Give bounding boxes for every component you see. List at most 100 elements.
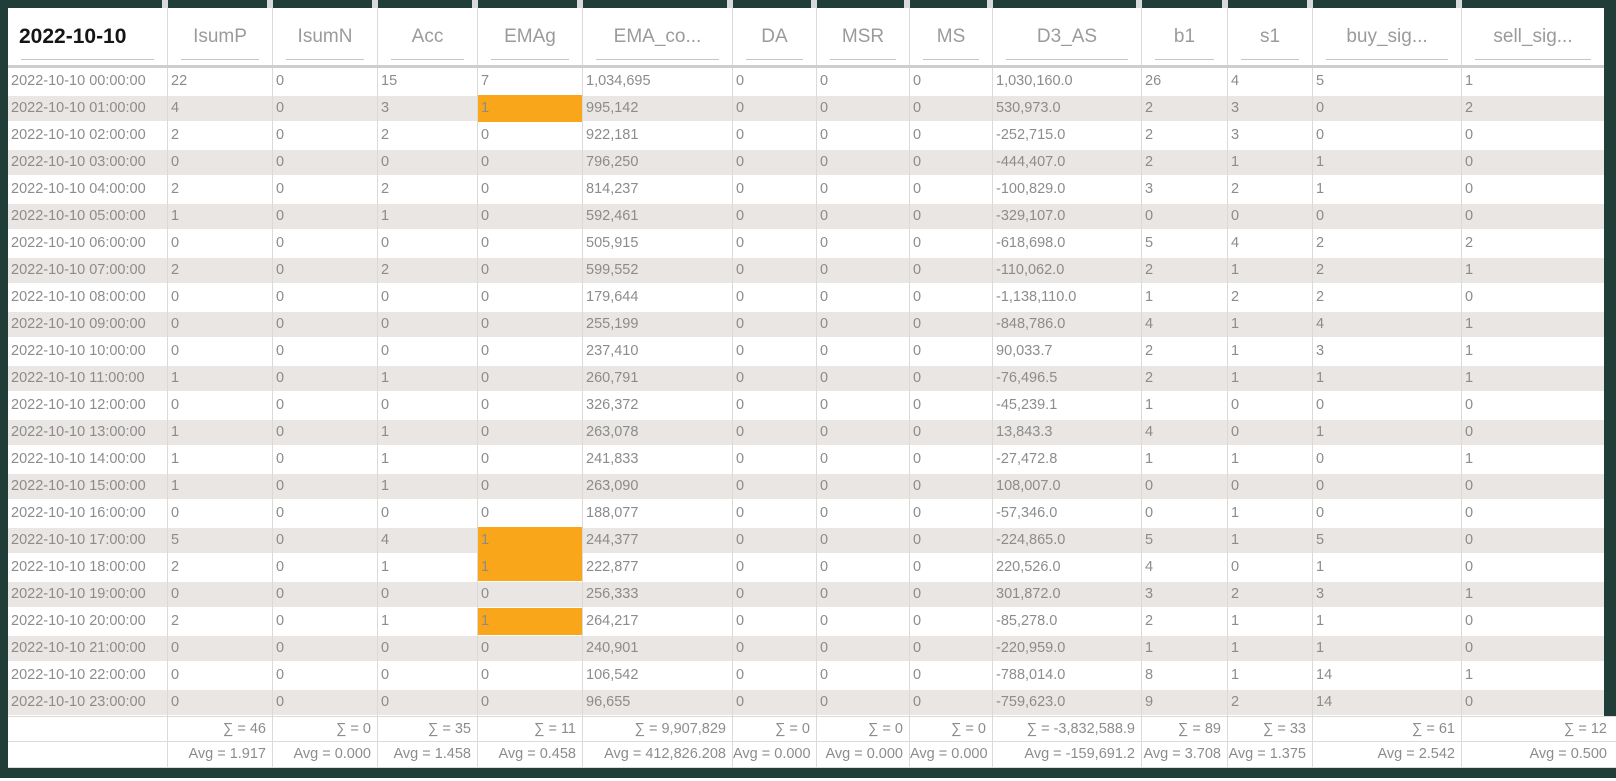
table-row[interactable]: 2022-10-10 22:00:00 0 0 0 0 106,542 0 0 0 -788,01… xyxy=(8,662,1604,689)
column-header-ema-co[interactable]: EMA_co... xyxy=(583,8,733,65)
table-row[interactable]: 2022-10-10 20:00:00 2 0 1 1 264,217 0 0 0 -85,278… xyxy=(8,608,1604,635)
table-row[interactable]: 2022-10-10 01:00:00 4 0 3 1 995,142 0 0 0 530,973… xyxy=(8,95,1604,122)
cell-isumn: 0 xyxy=(273,311,378,338)
cell-isump: 4 xyxy=(168,95,273,122)
cell-sell-sig: 1 xyxy=(1465,262,1474,278)
cell-b1: 8 xyxy=(1142,662,1228,689)
column-header-isumn[interactable]: IsumN xyxy=(273,8,378,65)
cell-emag: 0 xyxy=(478,689,583,716)
cell-sell-sig: 0 xyxy=(1465,424,1474,440)
table-row[interactable]: 2022-10-10 14:00:00 1 0 1 0 241,833 0 0 0 -27,472… xyxy=(8,446,1604,473)
cell-d3-as: -57,346.0 xyxy=(993,500,1142,527)
cell-acc: 0 xyxy=(378,338,478,365)
sum-cell-buy-sig: ∑ = 61 xyxy=(1313,717,1462,741)
column-header-da[interactable]: DA xyxy=(733,8,817,65)
cell-isump: 1 xyxy=(168,419,273,446)
cell-ema-co: 188,077 xyxy=(583,500,733,527)
cell-isumn: 0 xyxy=(273,581,378,608)
table-row[interactable]: 2022-10-10 08:00:00 0 0 0 0 179,644 0 0 0 -1,138,… xyxy=(8,284,1604,311)
table-row[interactable]: 2022-10-10 18:00:00 2 0 1 1 222,877 0 0 0 220,526… xyxy=(8,554,1604,581)
top-border-segment xyxy=(1142,0,1228,8)
table-row[interactable]: 2022-10-10 04:00:00 2 0 2 0 814,237 0 0 0 -100,82… xyxy=(8,176,1604,203)
cell-isumn: 0 xyxy=(273,176,378,203)
cell-b1: 5 xyxy=(1142,527,1228,554)
table-row[interactable]: 2022-10-10 13:00:00 1 0 1 0 263,078 0 0 0 13,843.… xyxy=(8,419,1604,446)
column-header-isump[interactable]: IsumP xyxy=(168,8,273,65)
table-row[interactable]: 2022-10-10 12:00:00 0 0 0 0 326,372 0 0 0 -45,239… xyxy=(8,392,1604,419)
table-row[interactable]: 2022-10-10 07:00:00 2 0 2 0 599,552 0 0 0 -110,06… xyxy=(8,257,1604,284)
table-row[interactable]: 2022-10-10 23:00:00 0 0 0 0 96,655 0 0 0 -759,623… xyxy=(8,689,1604,716)
cell-timestamp: 2022-10-10 04:00:00 xyxy=(8,176,168,203)
table-row[interactable]: 2022-10-10 06:00:00 0 0 0 0 505,915 0 0 0 -618,69… xyxy=(8,230,1604,257)
column-header-s1[interactable]: s1 xyxy=(1228,8,1313,65)
table-body: 2022-10-10 00:00:00 22 0 15 7 1,034,695 0 0 0 1,0… xyxy=(8,68,1604,716)
cell-isumn: 0 xyxy=(273,257,378,284)
column-header-sell-sig[interactable]: sell_sig... xyxy=(1462,8,1604,65)
top-border-segment xyxy=(993,0,1142,8)
cell-isump: 0 xyxy=(168,392,273,419)
cell-buy-sig: 2 xyxy=(1313,284,1462,311)
cell-msr: 0 xyxy=(817,311,910,338)
cell-d3-as: -27,472.8 xyxy=(993,446,1142,473)
cell-acc: 15 xyxy=(378,68,478,95)
column-header-emag[interactable]: EMAg xyxy=(478,8,583,65)
cell-emag: 1 xyxy=(478,527,583,554)
cell-b1: 1 xyxy=(1142,635,1228,662)
table-row[interactable]: 2022-10-10 05:00:00 1 0 1 0 592,461 0 0 0 -329,10… xyxy=(8,203,1604,230)
cell-s1: 1 xyxy=(1228,149,1313,176)
cell-da: 0 xyxy=(733,419,817,446)
table-row[interactable]: 2022-10-10 02:00:00 2 0 2 0 922,181 0 0 0 -252,71… xyxy=(8,122,1604,149)
cell-isumn: 0 xyxy=(273,203,378,230)
table-row[interactable]: 2022-10-10 16:00:00 0 0 0 0 188,077 0 0 0 -57,346… xyxy=(8,500,1604,527)
table-row[interactable]: 2022-10-10 11:00:00 1 0 1 0 260,791 0 0 0 -76,496… xyxy=(8,365,1604,392)
cell-buy-sig: 1 xyxy=(1313,419,1462,446)
table-row[interactable]: 2022-10-10 15:00:00 1 0 1 0 263,090 0 0 0 108,007… xyxy=(8,473,1604,500)
sum-cell-ms: ∑ = 0 xyxy=(910,717,993,741)
cell-acc: 2 xyxy=(378,176,478,203)
column-header-ms[interactable]: MS xyxy=(910,8,993,65)
table-row[interactable]: 2022-10-10 00:00:00 22 0 15 7 1,034,695 0 0 0 1,0… xyxy=(8,68,1604,95)
table-row[interactable]: 2022-10-10 21:00:00 0 0 0 0 240,901 0 0 0 -220,95… xyxy=(8,635,1604,662)
cell-msr: 0 xyxy=(817,257,910,284)
cell-s1: 2 xyxy=(1228,689,1313,716)
cell-da: 0 xyxy=(733,311,817,338)
cell-acc: 0 xyxy=(378,581,478,608)
cell-buy-sig: 1 xyxy=(1313,176,1462,203)
cell-isumn: 0 xyxy=(273,284,378,311)
cell-da: 0 xyxy=(733,500,817,527)
cell-isumn: 0 xyxy=(273,230,378,257)
cell-da: 0 xyxy=(733,338,817,365)
column-header-msr[interactable]: MSR xyxy=(817,8,910,65)
column-header-d3-as[interactable]: D3_AS xyxy=(993,8,1142,65)
table-row[interactable]: 2022-10-10 17:00:00 5 0 4 1 244,377 0 0 0 -224,86… xyxy=(8,527,1604,554)
cell-ema-co: 106,542 xyxy=(583,662,733,689)
date-column-header[interactable]: 2022-10-10 xyxy=(8,8,168,65)
cell-ms: 0 xyxy=(910,284,993,311)
cell-sell-sig: 0 xyxy=(1465,478,1474,494)
cell-timestamp: 2022-10-10 15:00:00 xyxy=(8,473,168,500)
cell-da: 0 xyxy=(733,689,817,716)
cell-acc: 0 xyxy=(378,149,478,176)
cell-emag: 0 xyxy=(478,230,583,257)
column-header-b1[interactable]: b1 xyxy=(1142,8,1228,65)
cell-buy-sig: 0 xyxy=(1313,122,1462,149)
cell-emag: 0 xyxy=(478,635,583,662)
cell-isump: 1 xyxy=(168,365,273,392)
column-header-acc[interactable]: Acc xyxy=(378,8,478,65)
cell-timestamp: 2022-10-10 12:00:00 xyxy=(8,392,168,419)
cell-msr: 0 xyxy=(817,554,910,581)
table-row[interactable]: 2022-10-10 03:00:00 0 0 0 0 796,250 0 0 0 -444,40… xyxy=(8,149,1604,176)
cell-ms: 0 xyxy=(910,473,993,500)
cell-isumn: 0 xyxy=(273,392,378,419)
cell-ema-co: 244,377 xyxy=(583,527,733,554)
cell-sell-sig: 0 xyxy=(1465,694,1474,710)
table-row[interactable]: 2022-10-10 19:00:00 0 0 0 0 256,333 0 0 0 301,872… xyxy=(8,581,1604,608)
cell-buy-sig: 2 xyxy=(1313,257,1462,284)
cell-ms: 0 xyxy=(910,68,993,95)
cell-da: 0 xyxy=(733,527,817,554)
cell-buy-sig: 1 xyxy=(1313,365,1462,392)
table-row[interactable]: 2022-10-10 09:00:00 0 0 0 0 255,199 0 0 0 -848,78… xyxy=(8,311,1604,338)
column-header-buy-sig[interactable]: buy_sig... xyxy=(1313,8,1462,65)
cell-isumn: 0 xyxy=(273,95,378,122)
table-row[interactable]: 2022-10-10 10:00:00 0 0 0 0 237,410 0 0 0 90,033.… xyxy=(8,338,1604,365)
